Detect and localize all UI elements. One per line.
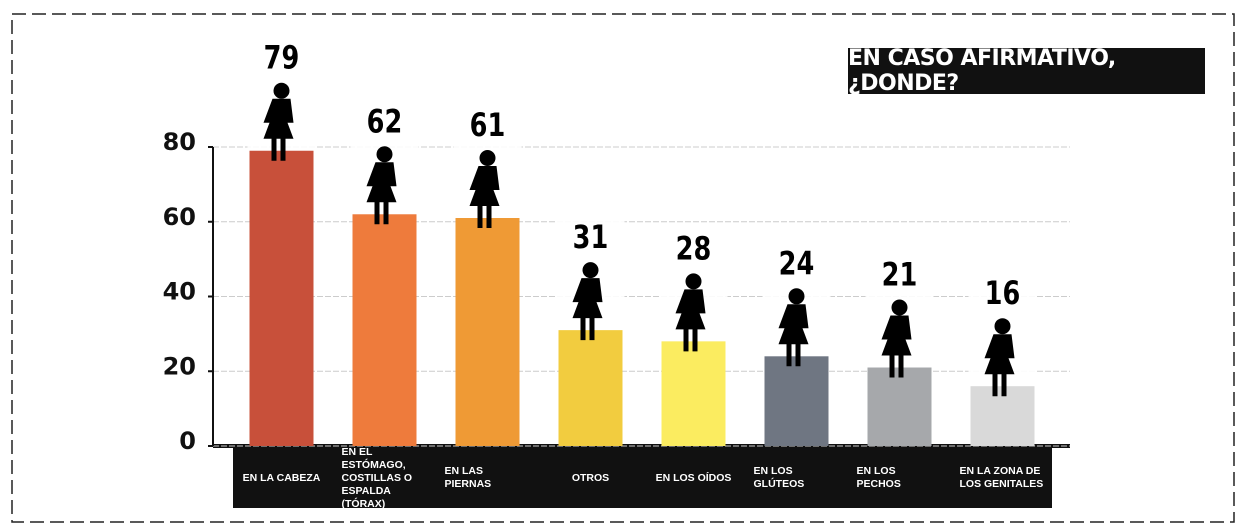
person-head (686, 273, 702, 289)
person-head (892, 300, 908, 316)
person-head (583, 262, 599, 278)
x-tick-label: EN LOS OÍDOS (646, 449, 742, 507)
bar (456, 218, 520, 446)
category-text: EN LOS PECHOS (857, 465, 943, 491)
person-head (377, 146, 393, 162)
y-tick-label: 80 (163, 128, 196, 156)
value-label: 79 (264, 39, 300, 77)
person-head (480, 150, 496, 166)
y-tick-label: 60 (163, 203, 196, 231)
value-label: 61 (470, 106, 506, 144)
chart-title: EN CASO AFIRMATIVO, ¿DONDE? (848, 48, 1205, 94)
value-label: 21 (882, 256, 918, 294)
person-head (995, 318, 1011, 334)
value-label: 28 (676, 230, 712, 268)
x-tick-label: EN LA ZONA DE LOS GENITALES (955, 449, 1051, 507)
y-tick-label: 20 (163, 352, 196, 380)
category-text: EN LAS PIERNAS (445, 465, 531, 491)
bar (353, 214, 417, 446)
value-label: 24 (779, 244, 815, 282)
category-text: OTROS (572, 472, 609, 485)
bar (868, 368, 932, 446)
y-tick-label: 40 (163, 278, 196, 306)
person-head (789, 288, 805, 304)
infographic: 0 20 40 60 80 79 62 61 31 28 24 21 16 EN CASO AFIRMA… (0, 0, 1243, 529)
category-text: EN LA CABEZA (243, 472, 321, 485)
bar (662, 341, 726, 446)
bar (250, 151, 314, 446)
value-label: 16 (985, 274, 1021, 312)
person-head (274, 83, 290, 99)
value-label: 31 (573, 218, 609, 256)
x-tick-label: EN EL ESTÓMAGO, COSTILLAS O ESPALDA (TÓR… (337, 449, 433, 507)
y-tick-label: 0 (179, 427, 196, 455)
x-tick-label: EN LOS GLÚTEOS (749, 449, 845, 507)
x-tick-label: EN LOS PECHOS (852, 449, 948, 507)
x-tick-label: EN LAS PIERNAS (440, 449, 536, 507)
value-label: 62 (367, 102, 403, 140)
x-tick-label: OTROS (543, 449, 639, 507)
category-text: EN LOS OÍDOS (656, 472, 732, 485)
category-text: EN LA ZONA DE LOS GENITALES (960, 465, 1046, 491)
bar (559, 330, 623, 446)
category-text: EN LOS GLÚTEOS (754, 465, 840, 491)
bar (765, 356, 829, 446)
category-text: EN EL ESTÓMAGO, COSTILLAS O ESPALDA (TÓR… (342, 446, 428, 511)
x-tick-label: EN LA CABEZA (234, 449, 330, 507)
